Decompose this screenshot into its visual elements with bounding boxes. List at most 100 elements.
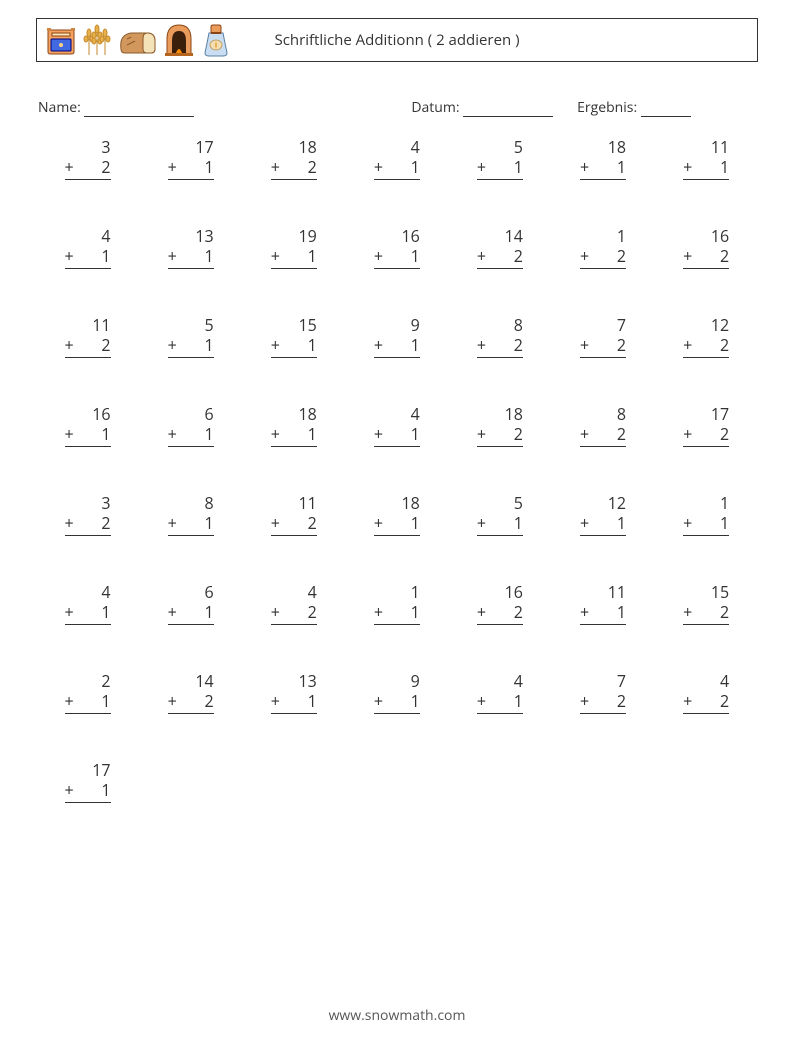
addend-bottom-line: +1 <box>168 246 214 269</box>
addend-top: 11 <box>683 137 729 157</box>
meta-name: Name: <box>38 98 411 117</box>
addend-top: 12 <box>580 493 626 513</box>
addend-bottom-line: +1 <box>477 513 523 536</box>
addend-bottom: 2 <box>486 246 523 266</box>
addend-top: 2 <box>65 671 111 691</box>
addend-bottom: 1 <box>177 513 214 533</box>
plus-sign: + <box>374 513 383 533</box>
addend-top: 18 <box>271 137 317 157</box>
wheat-icon <box>83 23 111 57</box>
addend-bottom-line: +2 <box>65 157 111 180</box>
plus-sign: + <box>168 335 177 355</box>
plus-sign: + <box>65 424 74 444</box>
problem-row: 2+114+213+19+14+17+24+2 <box>36 671 758 714</box>
addition-problem: 9+1 <box>374 671 420 714</box>
plus-sign: + <box>271 691 280 711</box>
header-icons <box>45 23 231 57</box>
problem-cell: 11+2 <box>36 315 139 358</box>
addend-top: 12 <box>683 315 729 335</box>
addend-bottom-line: +1 <box>580 513 626 536</box>
addend-bottom: 2 <box>589 691 626 711</box>
addend-bottom: 2 <box>74 513 111 533</box>
addend-bottom-line: +2 <box>683 424 729 447</box>
addition-problem: 11+1 <box>683 137 729 180</box>
plus-sign: + <box>683 157 692 177</box>
addend-bottom-line: +2 <box>271 513 317 536</box>
plus-sign: + <box>65 602 74 622</box>
problem-cell: 18+1 <box>345 493 448 536</box>
addend-bottom: 2 <box>692 602 729 622</box>
addition-problem: 4+2 <box>683 671 729 714</box>
problem-cell: 16+1 <box>345 226 448 269</box>
addend-bottom-line: +2 <box>168 691 214 714</box>
result-blank[interactable] <box>641 102 691 117</box>
addend-top: 16 <box>477 582 523 602</box>
addend-bottom-line: +2 <box>477 246 523 269</box>
plus-sign: + <box>168 691 177 711</box>
addend-bottom: 1 <box>589 602 626 622</box>
footer: www.snowmath.com <box>0 1006 794 1025</box>
problem-cell: 11+1 <box>655 137 758 180</box>
name-label: Name: <box>38 98 81 117</box>
plus-sign: + <box>477 424 486 444</box>
addend-bottom-line: +1 <box>374 246 420 269</box>
addend-top: 8 <box>477 315 523 335</box>
name-blank[interactable] <box>84 102 194 117</box>
problem-cell: 5+1 <box>448 137 551 180</box>
oven-icon <box>45 25 77 57</box>
problem-cell: 18+2 <box>242 137 345 180</box>
addend-bottom: 2 <box>486 602 523 622</box>
addend-bottom: 1 <box>383 246 420 266</box>
addend-bottom: 2 <box>692 424 729 444</box>
addend-top: 7 <box>580 671 626 691</box>
addend-bottom-line: +2 <box>477 602 523 625</box>
addend-bottom: 1 <box>177 602 214 622</box>
addition-problem: 11+1 <box>580 582 626 625</box>
addend-top: 1 <box>580 226 626 246</box>
addition-problem: 1+1 <box>374 582 420 625</box>
addend-bottom: 2 <box>589 424 626 444</box>
addend-bottom-line: +1 <box>477 691 523 714</box>
plus-sign: + <box>271 157 280 177</box>
addend-top: 16 <box>374 226 420 246</box>
addend-bottom-line: +2 <box>683 602 729 625</box>
addend-top: 17 <box>65 760 111 780</box>
addend-bottom: 2 <box>74 335 111 355</box>
addition-problem: 15+2 <box>683 582 729 625</box>
plus-sign: + <box>477 513 486 533</box>
date-blank[interactable] <box>463 102 553 117</box>
addition-problem: 4+1 <box>374 137 420 180</box>
addend-bottom: 1 <box>74 424 111 444</box>
plus-sign: + <box>374 424 383 444</box>
plus-sign: + <box>168 246 177 266</box>
addend-bottom: 1 <box>383 157 420 177</box>
plus-sign: + <box>683 335 692 355</box>
addend-bottom: 2 <box>280 513 317 533</box>
addition-problem: 16+2 <box>477 582 523 625</box>
addend-bottom: 1 <box>383 691 420 711</box>
problem-cell: 5+1 <box>448 493 551 536</box>
addend-bottom: 2 <box>692 246 729 266</box>
addend-bottom: 1 <box>280 246 317 266</box>
problem-cell: 9+1 <box>345 671 448 714</box>
problem-cell: 9+1 <box>345 315 448 358</box>
plus-sign: + <box>168 157 177 177</box>
addend-bottom: 1 <box>383 513 420 533</box>
addition-problem: 17+2 <box>683 404 729 447</box>
plus-sign: + <box>168 513 177 533</box>
problem-cell: 19+1 <box>242 226 345 269</box>
plus-sign: + <box>683 424 692 444</box>
plus-sign: + <box>477 691 486 711</box>
problem-row: 4+113+119+116+114+21+216+2 <box>36 226 758 269</box>
problem-cell: 8+2 <box>448 315 551 358</box>
addend-bottom-line: +1 <box>271 335 317 358</box>
addend-bottom: 1 <box>177 246 214 266</box>
addend-bottom-line: +2 <box>683 246 729 269</box>
addend-top: 5 <box>168 315 214 335</box>
addend-bottom-line: +1 <box>65 424 111 447</box>
addend-bottom: 1 <box>74 246 111 266</box>
addend-top: 1 <box>374 582 420 602</box>
meta-row: Name: Datum: Ergebnis: <box>36 98 758 117</box>
problems-grid: 3+217+118+24+15+118+111+14+113+119+116+1… <box>36 137 758 803</box>
addend-bottom: 1 <box>177 424 214 444</box>
